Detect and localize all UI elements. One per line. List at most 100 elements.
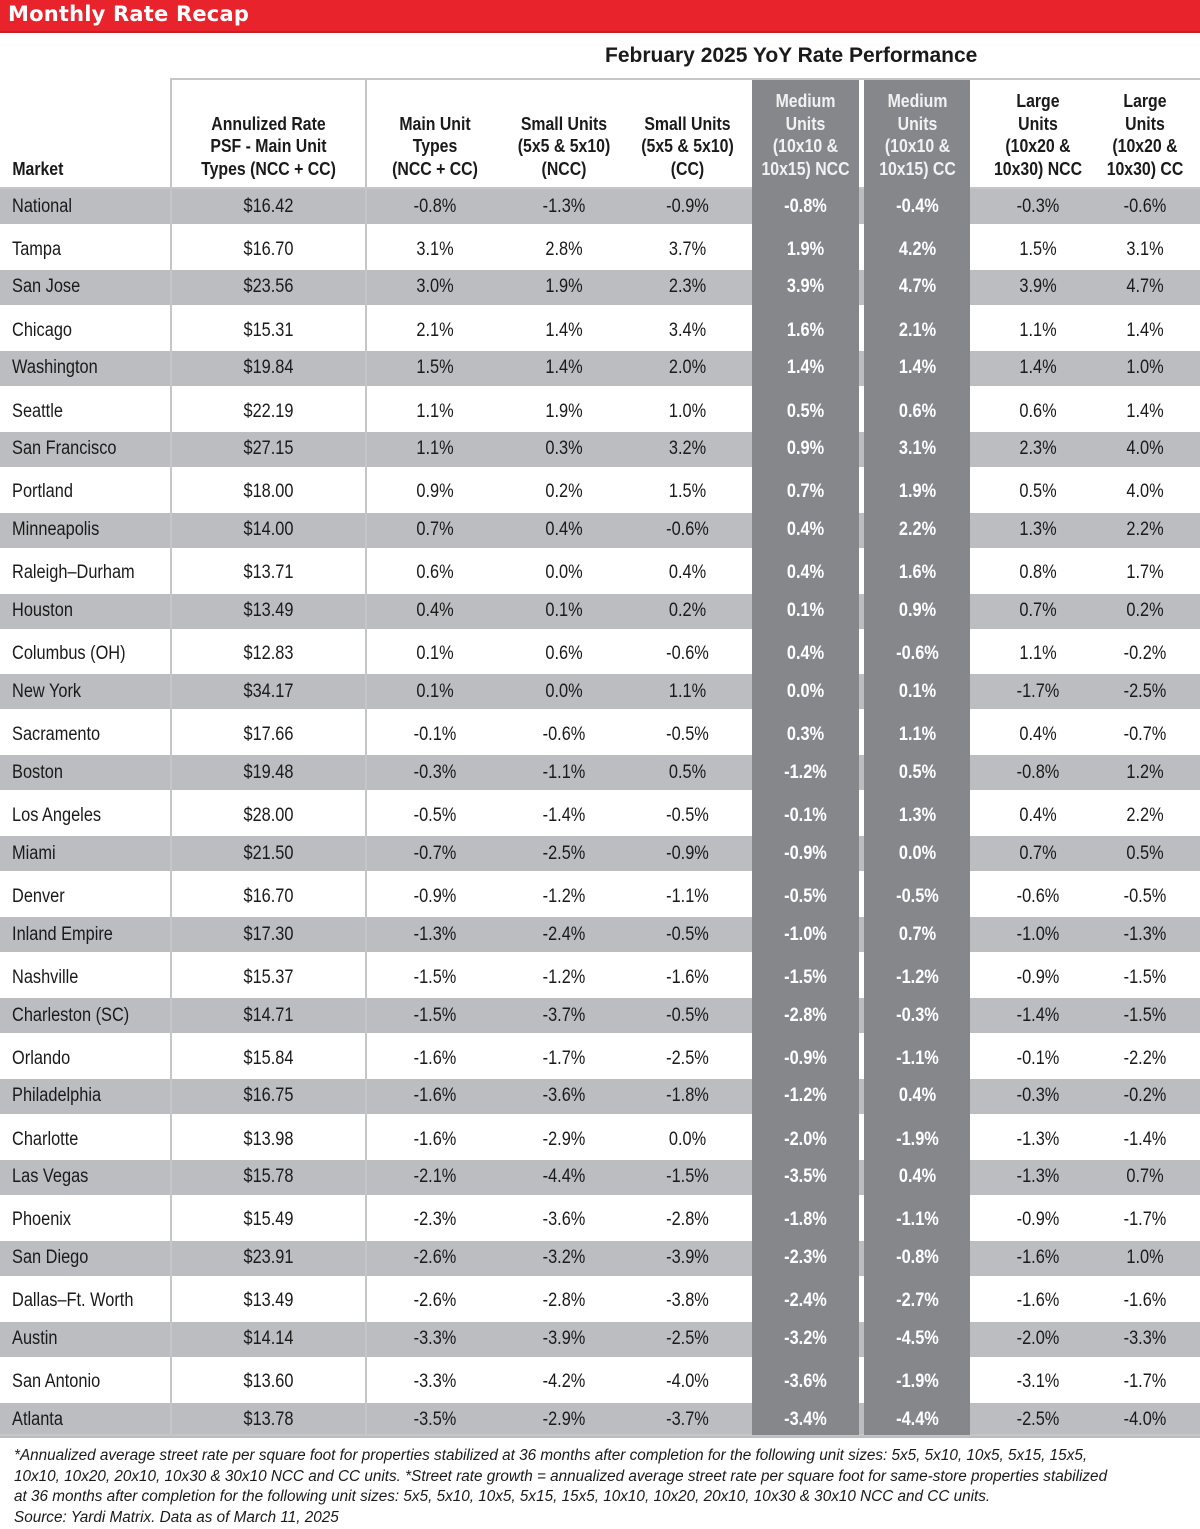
market-name: Los Angeles <box>12 804 102 826</box>
market-name: Dallas–Ft. Worth <box>12 1290 134 1312</box>
market-name: Denver <box>12 885 65 907</box>
row-shading <box>0 1159 1200 1195</box>
table-row: Phoenix $15.49 -2.3% -3.6% -2.8% -1.8% -1.1% -0… <box>0 1198 1200 1244</box>
yoy-change: -3.3% <box>413 1328 457 1350</box>
yoy-change: -3.4% <box>784 1409 827 1430</box>
yoy-change: 0.4% <box>668 562 707 584</box>
yoy-change: -1.0% <box>784 923 827 945</box>
row-shading <box>0 512 1200 548</box>
yoy-change: 0.1% <box>416 680 454 702</box>
yoy-change: -4.2% <box>542 1371 586 1393</box>
market-name: Miami <box>12 842 56 864</box>
yoy-change: -0.3% <box>1016 1085 1060 1107</box>
yoy-change: -0.5% <box>666 923 709 945</box>
yoy-change: -1.6% <box>413 1085 457 1107</box>
yoy-change: -0.9% <box>784 842 827 864</box>
yoy-change: -2.5% <box>542 842 586 864</box>
yoy-change: -0.6% <box>896 643 939 665</box>
yoy-change: 2.1% <box>898 319 937 341</box>
yoy-change: -0.9% <box>413 885 457 907</box>
yoy-change: -1.5% <box>413 966 457 988</box>
annualized-rate: $13.78 <box>243 1409 294 1430</box>
yoy-change: -2.0% <box>1016 1328 1060 1350</box>
annualized-rate: $13.60 <box>243 1371 294 1393</box>
yoy-change: 1.0% <box>668 400 707 422</box>
yoy-change: -1.2% <box>896 966 939 988</box>
yoy-change: 0.0% <box>898 842 937 864</box>
annualized-rate: $21.50 <box>243 842 294 864</box>
yoy-change: 1.3% <box>1019 519 1057 541</box>
table-subtitle: February 2025 YoY Rate Performance <box>605 44 978 67</box>
yoy-change: -1.1% <box>896 1209 939 1231</box>
yoy-change: -2.5% <box>666 1047 709 1069</box>
yoy-change: 3.1% <box>416 238 454 260</box>
yoy-change: -2.3% <box>413 1209 457 1231</box>
table-row: Seattle $22.19 1.1% 1.9% 1.0% 0.5% 0.6% 0.6% 1.4… <box>0 389 1200 435</box>
yoy-change: -1.1% <box>896 1047 939 1069</box>
yoy-change: 1.6% <box>786 319 825 341</box>
column-header-line: (10x20 & <box>1112 136 1178 156</box>
yoy-change: -0.1% <box>1016 1047 1060 1069</box>
yoy-change: -1.4% <box>1016 1004 1060 1026</box>
yoy-change: -1.4% <box>1123 1128 1167 1150</box>
annualized-rate: $16.75 <box>243 1085 294 1107</box>
row-shading <box>0 269 1200 305</box>
yoy-change: -3.6% <box>542 1085 586 1107</box>
yoy-change: -0.7% <box>1123 724 1167 746</box>
table-row: Atlanta $13.78 -3.5% -2.9% -3.7% -3.4% -4.4% -2… <box>0 1402 1200 1438</box>
column-header-line: (5x5 & 5x10) <box>641 136 734 156</box>
row-shading <box>0 998 1200 1033</box>
yoy-change: -2.8% <box>542 1290 586 1312</box>
column-header-line: 10x30) CC <box>1106 158 1184 179</box>
table-row: Portland $18.00 0.9% 0.2% 1.5% 0.7% 1.9% 0.5% 4.… <box>0 470 1200 516</box>
yoy-change: 1.4% <box>545 319 583 341</box>
market-name: Phoenix <box>12 1209 72 1231</box>
table-row: Sacramento $17.66 -0.1% -0.6% -0.5% 0.3% 1.1% 0… <box>0 712 1200 758</box>
column-header-line: (NCC) <box>541 158 587 179</box>
yoy-change: 0.4% <box>786 643 825 665</box>
yoy-change: -0.5% <box>1123 885 1167 907</box>
yoy-change: -3.6% <box>784 1371 827 1393</box>
yoy-change: -1.2% <box>542 885 586 907</box>
column-header-line: PSF - Main Unit <box>210 136 327 156</box>
yoy-change: 1.1% <box>668 680 707 702</box>
yoy-change: -1.3% <box>413 923 457 945</box>
yoy-change: 3.1% <box>898 438 937 460</box>
yoy-change: -1.6% <box>413 1047 457 1069</box>
annualized-rate: $14.00 <box>243 519 294 541</box>
yoy-change: 0.4% <box>1019 724 1057 746</box>
yoy-change: -1.1% <box>542 761 586 783</box>
yoy-change: -1.6% <box>1123 1290 1167 1312</box>
annualized-rate: $34.17 <box>243 680 294 702</box>
yoy-change: -2.4% <box>542 923 586 945</box>
yoy-change: 0.1% <box>545 600 583 621</box>
annualized-rate: $16.70 <box>243 238 294 260</box>
yoy-change: -1.5% <box>784 966 827 988</box>
yoy-change: -0.9% <box>666 195 709 217</box>
annualized-rate: $13.71 <box>243 562 294 584</box>
yoy-change: 0.2% <box>1126 600 1164 621</box>
yoy-change: -0.3% <box>1016 195 1060 217</box>
column-header-line: (10x10 & <box>772 136 839 156</box>
yoy-change: 1.1% <box>416 438 454 460</box>
yoy-change: 0.5% <box>1019 481 1057 503</box>
table-row: Columbus (OH) $12.83 0.1% 0.6% -0.6% 0.4% -0.6… <box>0 631 1200 677</box>
yoy-change: -0.5% <box>666 1004 709 1026</box>
column-header-line: Units <box>1018 113 1058 134</box>
yoy-change: 0.7% <box>1019 600 1057 621</box>
row-shading <box>0 1402 1200 1438</box>
yoy-change: 3.4% <box>668 319 707 341</box>
table-row: San Diego $23.91 -2.6% -3.2% -3.9% -2.3% -0.8%… <box>0 1240 1200 1276</box>
row-shading <box>0 1240 1200 1276</box>
column-header: Small Units (5x5 & 5x10) (NCC) <box>510 80 617 188</box>
yoy-change: -0.4% <box>896 195 939 217</box>
column-header: Small Units (5x5 & 5x10) (CC) <box>633 80 743 188</box>
yoy-change: -1.4% <box>542 804 586 826</box>
yoy-change: 0.9% <box>898 600 937 621</box>
yoy-change: -2.6% <box>413 1247 457 1269</box>
yoy-change: -0.6% <box>666 519 709 541</box>
yoy-change: 0.4% <box>1019 804 1057 826</box>
yoy-change: -4.0% <box>666 1371 709 1393</box>
column-header-line: 10x30) NCC <box>993 158 1083 179</box>
yoy-change: 0.4% <box>786 562 825 584</box>
